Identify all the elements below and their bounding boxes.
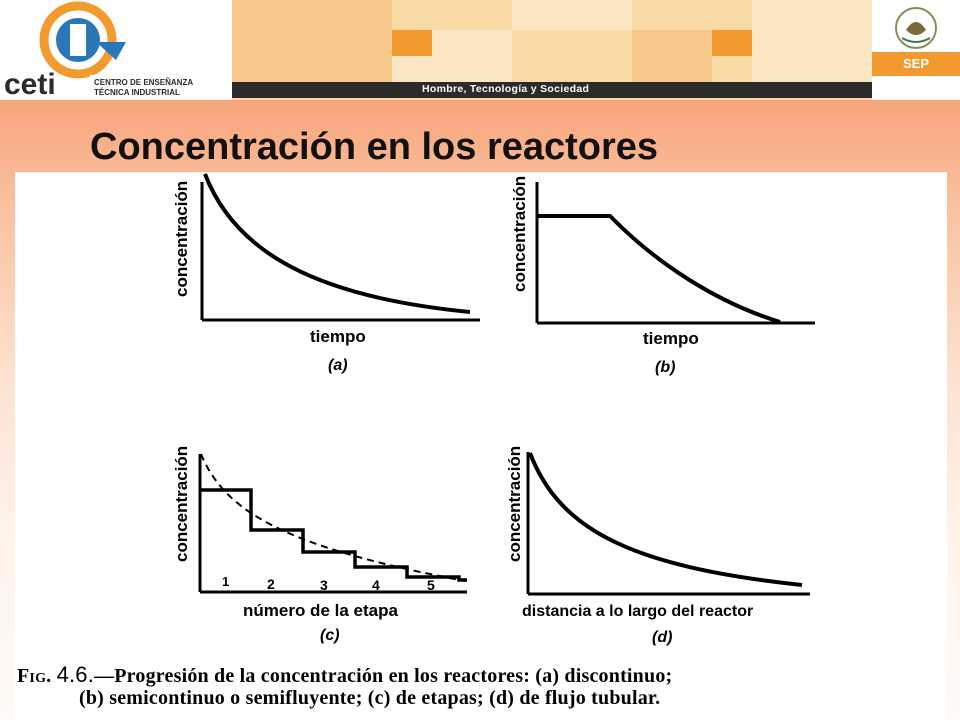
panel-a-ylabel: concentración [172,181,191,297]
sep-logo-box [872,0,960,100]
caption-fig: Fig. [17,665,52,687]
header-banner: Hombre, Tecnología y Sociedad [232,0,872,100]
banner-strip: Hombre, Tecnología y Sociedad [232,82,872,98]
figure-drawing: concentración tiempo (a) concentración t… [172,173,815,646]
panel-a-xlabel: tiempo [310,327,366,346]
panel-c-stage-4: 4 [372,577,380,593]
caption-line-1: Fig. 4.6.—Progresión de la concentración… [17,662,672,688]
logo-text: ceti [4,68,56,100]
panel-c-staircase [200,488,467,582]
panel-d-tag: (d) [652,629,672,646]
panel-c-stage-5: 5 [427,577,435,593]
panel-d-xlabel: distancia a lo largo del reactor [522,603,753,620]
caption-num: 4.6. [56,662,95,687]
header: ceti CENTRO DE ENSEÑANZA TÉCNICA INDUSTR… [0,0,960,100]
panel-c-stage-3: 3 [320,577,328,593]
panel-a-curve [203,173,471,314]
panel-c-ylabel: concentración [172,446,191,562]
panel-c-stage-1: 1 [222,574,229,589]
panel-d-curve [528,452,803,587]
caption-line-2: (b) semicontinuo o semifluyente; (c) de … [79,687,661,709]
reactor-concentration-figure: concentración tiempo (a) concentración t… [15,172,947,720]
logo-subtitle-2: TÉCNICA INDUSTRIAL [94,88,180,97]
panel-b-xlabel: tiempo [643,329,699,348]
panel-b-ylabel: concentración [510,176,529,292]
panel-b-tag: (b) [655,359,675,376]
panel-c-dashed-curve [200,453,466,582]
panel-c: 1 2 3 4 5 concentración número de la eta… [172,446,467,644]
slide-title: Concentración en los reactores [90,126,659,168]
logo-subtitle-1: CENTRO DE ENSEÑANZA [94,78,193,87]
coat-of-arms-icon [895,7,937,49]
panel-b-curve [537,214,781,324]
panel-c-stage-2: 2 [267,576,275,592]
panel-a-tag: (a) [328,357,348,374]
banner-text: Hombre, Tecnología y Sociedad [422,83,590,95]
panel-d-ylabel: concentración [505,446,524,562]
sep-label: SEP [872,52,960,76]
panel-d: concentración distancia a lo largo del r… [505,446,810,646]
caption-text-1: —Progresión de la concentración en los r… [94,665,673,687]
ceti-logo: ceti CENTRO DE ENSEÑANZA TÉCNICA INDUSTR… [4,1,228,100]
panel-a: concentración tiempo (a) [172,173,480,374]
panel-c-xlabel: número de la etapa [243,601,398,620]
panel-b: concentración tiempo (b) [510,176,815,376]
panel-c-tag: (c) [320,627,340,644]
